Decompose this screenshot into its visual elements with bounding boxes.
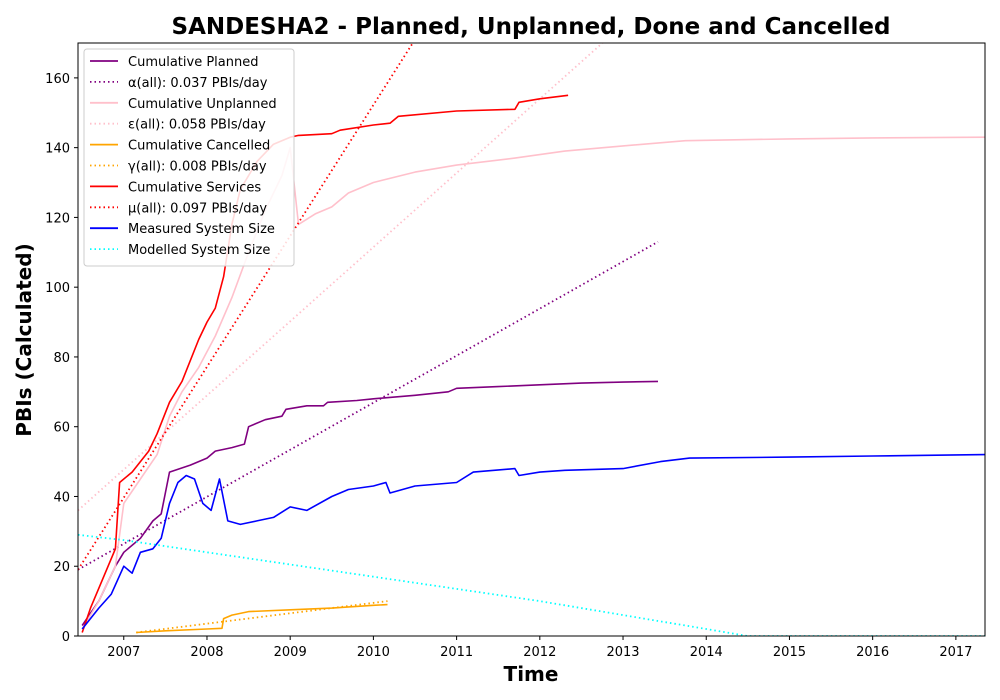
legend-label: γ(all): 0.008 PBIs/day	[128, 160, 267, 175]
series-line-5	[136, 600, 388, 634]
y-axis-title: PBIs (Calculated)	[12, 243, 36, 436]
legend-label: Modelled System Size	[128, 243, 270, 258]
y-tick-label: 120	[45, 211, 70, 226]
legend-label: Cumulative Unplanned	[128, 97, 277, 112]
legend-box	[83, 48, 295, 267]
y-tick-label: 60	[53, 421, 70, 436]
chart-title: SANDESHA2 - Planned, Unplanned, Done and…	[172, 14, 891, 40]
x-tick-label: 2012	[523, 645, 556, 660]
x-tick-label: 2008	[190, 645, 223, 660]
x-tick-label: 2011	[440, 645, 473, 660]
x-tick-label: 2014	[690, 645, 723, 660]
x-tick-label: 2009	[274, 645, 307, 660]
legend-label: μ(all): 0.097 PBIs/day	[128, 201, 267, 216]
series-line-1	[78, 241, 659, 571]
series-line-9	[78, 533, 985, 636]
y-tick-label: 20	[53, 560, 70, 575]
plot-area	[78, 43, 985, 636]
y-tick-label: 80	[53, 351, 70, 366]
series-line-7	[78, 43, 414, 571]
legend: Cumulative Planned α(all): 0.037 PBIs/day…	[83, 48, 295, 267]
legend-label: Measured System Size	[128, 222, 275, 237]
legend-label: ε(all): 0.058 PBIs/day	[128, 118, 266, 133]
series-line-3	[78, 43, 604, 512]
x-tick-label: 2013	[606, 645, 639, 660]
x-axis: 2007 2008 2009 2010 2011 2012 2013 2014 2015 2016…	[107, 636, 972, 660]
legend-label: Cumulative Cancelled	[128, 139, 270, 154]
y-tick-label: 40	[53, 490, 70, 505]
x-axis-title: Time	[504, 662, 559, 686]
y-tick-label: 0	[62, 630, 70, 645]
x-tick-label: 2010	[357, 645, 390, 660]
legend-label: Cumulative Services	[128, 180, 261, 195]
plot-frame	[77, 42, 986, 637]
legend-label: Cumulative Planned	[128, 55, 258, 70]
x-tick-label: 2007	[107, 645, 140, 660]
x-tick-label: 2016	[856, 645, 889, 660]
y-tick-label: 160	[45, 72, 70, 87]
series-line-4	[136, 603, 388, 634]
y-tick-label: 100	[45, 281, 70, 296]
x-tick-label: 2017	[939, 645, 972, 660]
y-tick-label: 140	[45, 142, 70, 157]
series-line-8	[81, 453, 985, 630]
y-axis: 0 20 40 60 80 100 120 140 160	[45, 72, 78, 645]
x-tick-label: 2015	[773, 645, 806, 660]
series-line-0	[81, 380, 659, 626]
legend-label: α(all): 0.037 PBIs/day	[128, 76, 268, 91]
